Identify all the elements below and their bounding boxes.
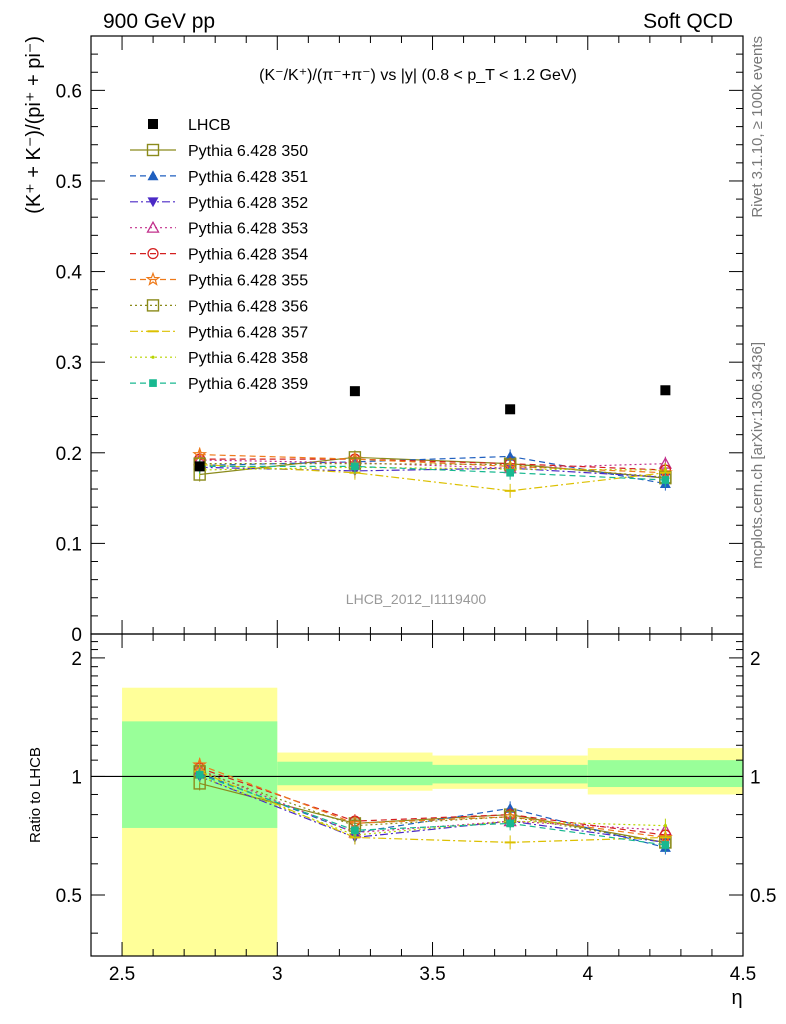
main-data-point [504,489,516,492]
lhcb-data-point [505,404,516,415]
legend-label: Pythia 6.428 357 [188,324,308,341]
main-series-line [199,463,666,492]
ratio-data-point [659,836,671,839]
ratio-data-point [351,826,359,835]
ratio-series-line [199,775,666,844]
header-right-label: Soft QCD [643,10,733,33]
main-series [195,459,670,487]
main-y-tick-label: 0.1 [56,534,82,555]
lhcb-data-point [349,386,360,397]
legend-marker [146,220,160,233]
legend-marker [147,330,159,333]
main-y-tick-label: 0.4 [56,263,83,284]
legend-marker [149,379,157,387]
ratio-panel: Ratio to LHCB η 0.5 0.5 1 1 2 2 2.5 3 3.5 4 4.5 [27,633,776,1009]
legend-marker [145,271,161,286]
ratio-series [195,767,670,852]
ratio-data-point [504,841,516,844]
legend-lhcb-marker [148,119,158,129]
ratio-inner-band [432,764,588,784]
ratio-y-tick-label-right: 0.5 [750,886,776,907]
legend-label: Pythia 6.428 356 [188,298,308,315]
main-y-tick-label: 0 [71,625,82,646]
main-data-point [504,450,516,461]
main-data-point [351,462,359,471]
ratio-y-tick-label: 2 [71,649,82,670]
legend-label: Pythia 6.428 359 [188,376,308,393]
x-tick-label: 3 [272,964,283,985]
side-label-top: Rivet 3.1.10, ≥ 100k events [749,36,766,218]
legend-label: Pythia 6.428 358 [188,350,308,367]
lhcb-data-point [660,385,671,396]
side-label-bottom: mcplots.cern.ch [arXiv:1306.3436] [749,342,766,569]
legend-marker [147,197,159,208]
legend-marker [147,248,159,260]
ratio-y-tick-label-right: 1 [750,767,761,788]
x-tick-label: 4.5 [730,964,756,985]
ratio-y-axis-label: Ratio to LHCB [27,747,44,843]
main-series-line [199,458,666,471]
legend-marker [151,355,155,359]
main-y-tick-label: 0.5 [56,172,82,193]
main-series-line [199,465,666,481]
ratio-data-point [195,770,204,779]
main-series [194,452,671,478]
main-y-tick-label: 0.2 [56,444,82,465]
main-data-point [663,468,667,472]
ratio-data-point [663,824,667,828]
legend: LHCB Pythia 6.428 350 Pythia 6.428 351 Pyth… [130,117,308,393]
main-data-point [506,468,514,477]
main-series-line [199,455,666,485]
legend-marker [147,170,159,181]
legend-label: Pythia 6.428 351 [188,169,308,186]
ratio-data-point [661,841,670,849]
x-tick-label: 4 [582,964,593,985]
main-series-line [199,466,666,478]
main-panel: (K⁻/K⁺)/(π⁻+π⁻) vs |y| (0.8 < p_T < 1.2 … [23,35,744,646]
header-left-label: 900 GeV pp [103,10,215,33]
x-tick-label: 2.5 [109,964,135,985]
main-series-line [199,456,666,479]
legend-label: Pythia 6.428 353 [188,221,308,238]
main-y-tick-label: 0.3 [56,353,82,374]
main-series-line [199,454,666,474]
ratio-series-line [199,764,666,839]
ratio-series-line [199,770,666,844]
legend-label: Pythia 6.428 352 [188,195,308,212]
legend-label: Pythia 6.428 354 [188,247,308,264]
ratio-plot-frame [90,633,744,957]
legend-label: Pythia 6.428 355 [188,273,308,290]
main-y-tick-label: 0.6 [56,81,82,102]
ratio-y-tick-label: 0.5 [56,886,82,907]
x-axis-label: η [731,987,742,1009]
x-tick-label: 3.5 [419,964,445,985]
ratio-y-tick-label: 1 [71,767,82,788]
ratio-inner-band [277,761,433,786]
legend-marker [146,143,160,157]
lhcb-data-point [194,461,205,472]
ratio-data-point [506,819,514,828]
ratio-series-line [199,774,666,846]
main-data-point [661,476,670,484]
legend-label: Pythia 6.428 350 [188,143,308,160]
ratio-y-tick-label-right: 2 [750,649,761,670]
main-y-axis-label: (K⁺ + K⁻)/(pi⁺ + pi⁻) [23,36,45,214]
legend-label: LHCB [188,117,231,134]
watermark: LHCB_2012_I1119400 [346,591,487,607]
main-title: (K⁻/K⁺)/(π⁻+π⁻) vs |y| (0.8 < p_T < 1.2 … [259,67,577,84]
legend-marker [146,299,160,312]
ratio-inner-band [587,760,743,788]
